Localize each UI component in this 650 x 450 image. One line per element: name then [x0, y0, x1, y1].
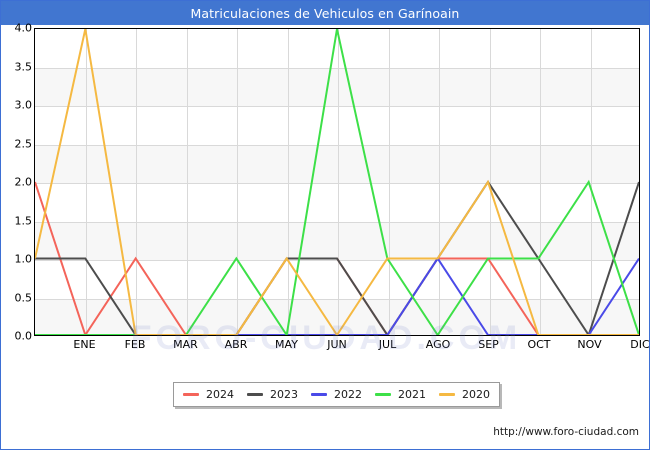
y-tick-label: 4.0: [14, 21, 33, 35]
legend-swatch-2023: [247, 393, 263, 396]
x-tick-label: JUL: [378, 338, 397, 351]
plot-area: [34, 28, 640, 336]
series-line-2021: [35, 29, 639, 335]
x-tick-label: FEB: [124, 338, 146, 351]
x-tick-label: AGO: [425, 338, 451, 351]
legend-swatch-2021: [375, 393, 391, 396]
gridline-vertical: [338, 29, 339, 335]
y-axis: 0.0 0.5 1.0 1.5 2.0 2.5 3.0 3.5 4.0: [1, 22, 33, 343]
y-tick-label: 2.0: [14, 175, 33, 189]
x-axis: ENE FEB MAR ABR MAY JUN JUL AGO SEP OCT NOV DIC: [34, 338, 649, 356]
legend-label-2021: 2021: [398, 388, 426, 401]
x-tick-label: NOV: [577, 338, 602, 351]
gridline-vertical: [439, 29, 440, 335]
footer-url: http://www.foro-ciudad.com: [493, 426, 639, 438]
gridline-horizontal: [35, 106, 639, 107]
x-tick-label: ABR: [224, 338, 248, 351]
legend-entry-2023[interactable]: 2023: [247, 388, 298, 401]
grid-band: [35, 221, 639, 260]
gridline-horizontal: [35, 144, 639, 146]
legend-label-2024: 2024: [206, 388, 234, 401]
gridline-horizontal: [35, 67, 639, 69]
series-line-2023: [35, 182, 639, 335]
gridline-vertical: [85, 29, 87, 335]
gridline-horizontal: [35, 260, 639, 261]
grid-band: [35, 67, 639, 106]
gridline-vertical: [136, 29, 137, 335]
gridline-horizontal: [35, 183, 639, 184]
legend-swatch-2022: [311, 393, 327, 396]
legend-swatch-2020: [439, 393, 455, 396]
legend-swatch-2024: [183, 393, 199, 396]
gridline-vertical: [540, 29, 541, 335]
gridline-vertical: [287, 29, 289, 335]
y-tick-label: 1.5: [14, 214, 33, 227]
y-tick-label: 0.0: [14, 329, 33, 343]
series-line-2020: [35, 29, 639, 335]
series-layer: [35, 29, 639, 335]
legend-entry-2024[interactable]: 2024: [183, 388, 234, 401]
legend-label-2022: 2022: [334, 388, 362, 401]
plot-inner: [35, 29, 639, 335]
gridline-horizontal: [35, 298, 639, 300]
gridline-vertical: [388, 29, 390, 335]
gridline-vertical: [237, 29, 238, 335]
x-tick-label: MAY: [275, 338, 298, 351]
legend-label-2020: 2020: [462, 388, 490, 401]
gridline-horizontal: [35, 221, 639, 223]
legend-label-2023: 2023: [270, 388, 298, 401]
legend-entry-2021[interactable]: 2021: [375, 388, 426, 401]
y-tick-label: 3.5: [14, 60, 33, 73]
grid-band: [35, 144, 639, 183]
gridline-vertical: [489, 29, 491, 335]
page-title: Matriculaciones de Vehiculos en Garínoai…: [190, 5, 460, 21]
y-tick-label: 2.5: [14, 137, 33, 150]
chart-legend: 2024 2023 2022 2021 2020: [173, 382, 500, 407]
gridline-vertical: [186, 29, 188, 335]
legend-entry-2020[interactable]: 2020: [439, 388, 490, 401]
x-tick-label: JUN: [327, 338, 347, 351]
y-tick-label: 0.5: [14, 291, 33, 304]
x-tick-label: MAR: [173, 338, 198, 351]
title-bar: Matriculaciones de Vehiculos en Garínoai…: [1, 1, 649, 25]
y-tick-label: 1.0: [14, 252, 33, 266]
legend-entry-2022[interactable]: 2022: [311, 388, 362, 401]
x-tick-label: ENE: [73, 338, 96, 351]
gridline-vertical: [590, 29, 592, 335]
x-tick-label: OCT: [527, 338, 551, 351]
y-tick-label: 3.0: [14, 98, 33, 112]
x-tick-label: DIC: [630, 338, 650, 351]
x-tick-label: SEP: [478, 338, 499, 351]
